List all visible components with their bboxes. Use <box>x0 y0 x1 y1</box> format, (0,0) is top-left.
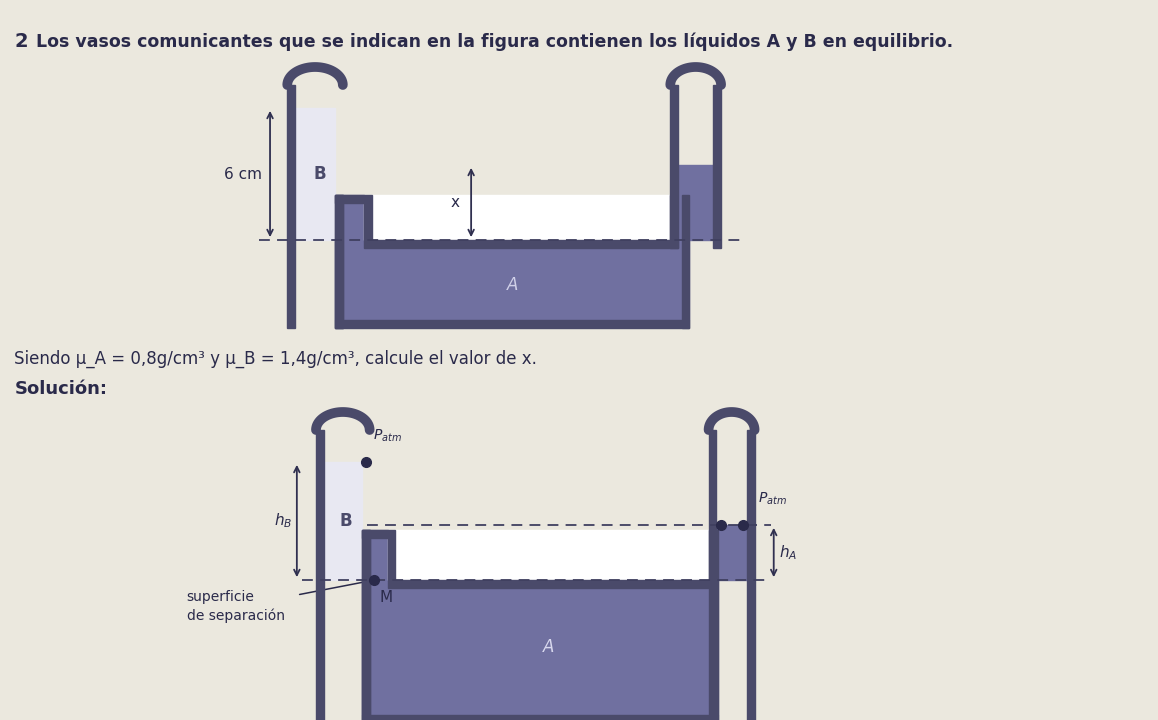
Text: $P_{atm}$: $P_{atm}$ <box>758 490 787 507</box>
Bar <box>362 580 718 715</box>
Text: $h_A$: $h_A$ <box>778 543 797 562</box>
Text: Los vasos comunicantes que se indican en la figura contienen los líquidos A y B : Los vasos comunicantes que se indican en… <box>36 32 953 50</box>
Text: B: B <box>339 512 352 530</box>
Bar <box>364 240 677 248</box>
Bar <box>388 580 717 588</box>
Bar <box>335 320 689 328</box>
Bar <box>747 430 755 720</box>
Text: B: B <box>314 165 327 183</box>
Bar <box>713 85 721 248</box>
Bar <box>682 195 689 328</box>
Bar <box>287 108 335 240</box>
Bar <box>670 85 677 248</box>
Bar <box>316 462 362 580</box>
Bar <box>362 530 369 720</box>
Text: 2: 2 <box>14 32 28 51</box>
Bar <box>388 530 396 580</box>
Bar <box>717 525 747 580</box>
Bar <box>362 530 388 580</box>
Text: superficie
de separación: superficie de separación <box>186 590 285 623</box>
Bar <box>709 530 717 580</box>
Text: $h_B$: $h_B$ <box>273 512 292 531</box>
Bar <box>711 530 718 720</box>
Bar <box>364 195 670 240</box>
Bar <box>362 715 718 720</box>
Text: 6 cm: 6 cm <box>225 166 263 181</box>
Bar <box>362 530 388 538</box>
Bar <box>335 195 364 240</box>
Bar <box>287 85 295 328</box>
Bar <box>709 430 717 720</box>
Text: $P_{atm}$: $P_{atm}$ <box>374 428 403 444</box>
Text: Solución:: Solución: <box>14 380 108 398</box>
Bar <box>335 195 343 328</box>
Text: A: A <box>543 639 554 657</box>
Text: N: N <box>712 537 724 552</box>
Bar <box>670 195 677 240</box>
Bar <box>677 165 713 240</box>
Bar <box>335 195 343 328</box>
Bar <box>335 240 689 320</box>
Text: x: x <box>450 195 460 210</box>
Bar <box>364 195 372 240</box>
Bar <box>388 530 709 580</box>
Bar <box>335 195 364 203</box>
Bar <box>316 430 324 720</box>
Text: A: A <box>506 276 518 294</box>
Bar <box>362 530 369 720</box>
Text: M: M <box>379 590 393 605</box>
Text: Siendo μ_A = 0,8g/cm³ y μ_B = 1,4g/cm³, calcule el valor de x.: Siendo μ_A = 0,8g/cm³ y μ_B = 1,4g/cm³, … <box>14 350 537 368</box>
